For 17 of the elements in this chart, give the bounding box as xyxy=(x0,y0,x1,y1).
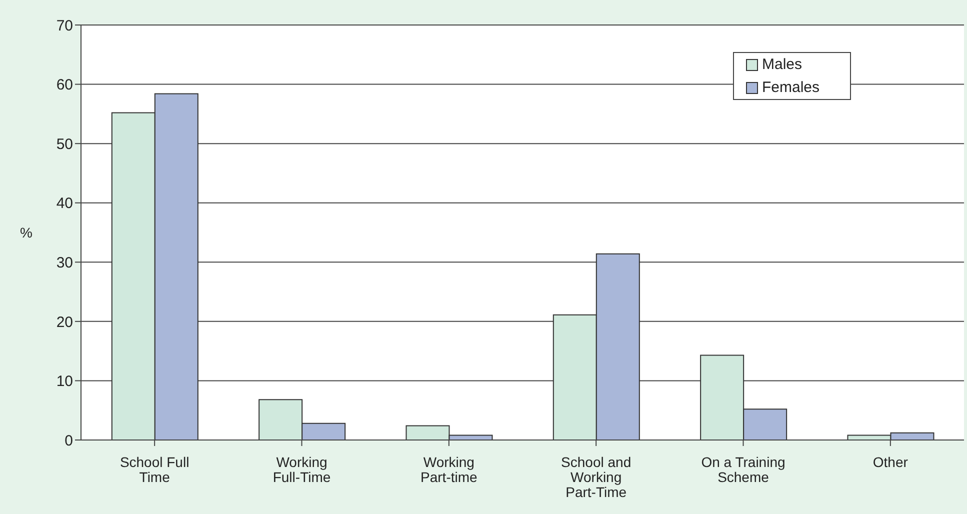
x-tick-label: Other xyxy=(872,454,908,470)
legend-label: Males xyxy=(762,56,802,73)
y-tick-label: 0 xyxy=(64,432,73,450)
y-axis-title: % xyxy=(20,224,32,240)
x-tick-label: School and Working Part-Time xyxy=(561,454,632,500)
y-tick-label: 60 xyxy=(56,76,73,94)
x-tick-label: Working Full-Time xyxy=(272,454,331,485)
y-tick-label: 30 xyxy=(56,254,73,272)
y-tick-label: 40 xyxy=(56,195,73,212)
y-tick-label: 10 xyxy=(56,373,73,390)
x-tick-label: On a Training Scheme xyxy=(701,454,786,485)
legend-label: Females xyxy=(762,79,820,96)
y-tick-label: 50 xyxy=(56,136,73,153)
y-tick-label: 20 xyxy=(56,314,73,331)
x-tick-label: School Full Time xyxy=(120,454,190,485)
y-tick-label: 70 xyxy=(56,17,73,34)
x-tick-label: Working Part-time xyxy=(420,454,478,485)
